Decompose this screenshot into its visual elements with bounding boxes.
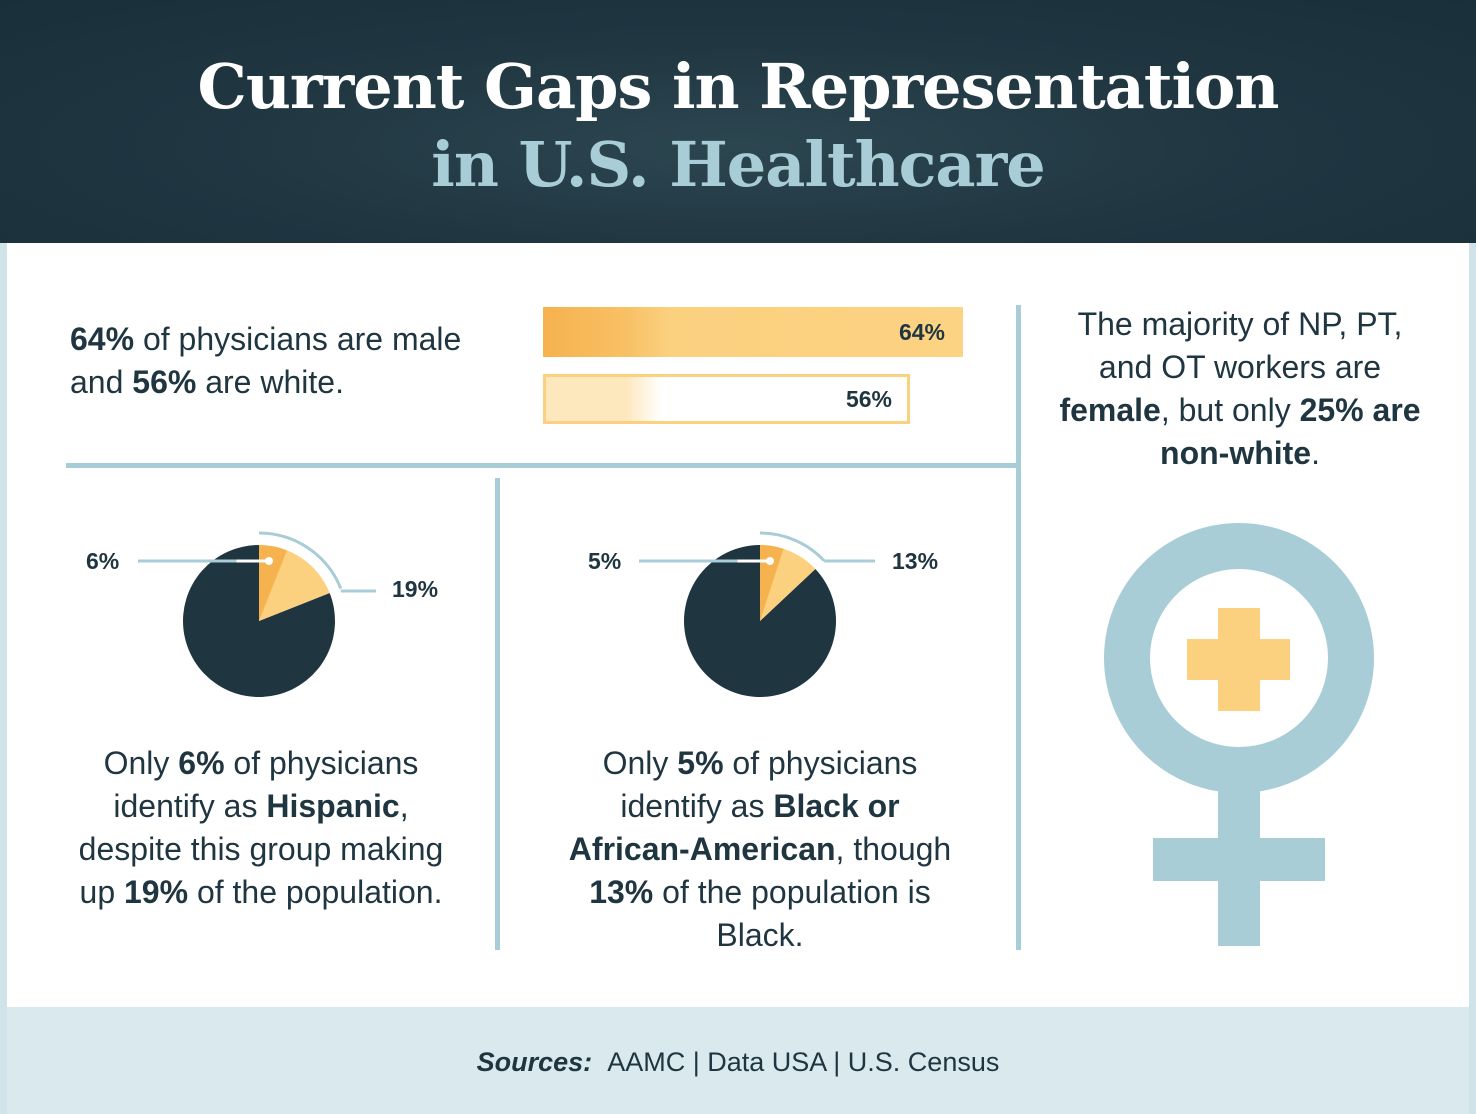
header-banner: Current Gaps in Representation in U.S. H… <box>0 0 1476 243</box>
hispanic-stat-text: Only 6% of physicians identify as Hispan… <box>66 742 456 914</box>
black-pie-chart <box>639 531 875 697</box>
text-segment: of physicians identify as <box>113 745 419 824</box>
page-subtitle: in U.S. Healthcare <box>431 128 1045 201</box>
bar-male-label: 64% <box>898 319 945 345</box>
hispanic-population-label: 19% <box>392 576 439 602</box>
pie-slice-remainder <box>684 545 837 697</box>
pct-male: 64% <box>70 321 135 357</box>
page-title: Current Gaps in Representation <box>197 50 1280 123</box>
text-segment: . <box>1311 435 1320 471</box>
sources-footer: Sources: AAMC | Data USA | U.S. Census <box>7 1007 1469 1114</box>
hispanic-group: Hispanic <box>266 788 400 824</box>
pie-callout-dot <box>265 557 273 565</box>
hispanic-pop-pct: 19% <box>124 874 189 910</box>
pct-white: 56% <box>132 364 197 400</box>
pie-callout-dot <box>766 557 774 565</box>
text-segment: of physicians identify as <box>620 745 918 824</box>
bar-white-label: 56% <box>845 386 892 412</box>
bar-white: 56% <box>543 374 910 424</box>
black-pop-pct: 13% <box>589 874 654 910</box>
text-segment: , despite this group making up <box>78 788 444 910</box>
female-highlight: female <box>1059 392 1161 428</box>
text-segment: of the population. <box>188 874 443 910</box>
text-segment: Only <box>103 745 179 781</box>
female-workers-text: The majority of NP, PT, and OT workers a… <box>1048 303 1432 475</box>
text-segment: of physicians are male and <box>70 321 462 400</box>
hispanic-physicians-label: 6% <box>86 548 120 574</box>
pie-callout-arc <box>258 531 343 590</box>
text-segment: of the population is Black. <box>653 874 931 953</box>
frame-border-left <box>0 243 7 1114</box>
pie-callout-arc <box>759 531 826 562</box>
black-group: Black or African-American <box>568 788 900 867</box>
text-segment: Only <box>602 745 678 781</box>
vertical-divider-right <box>1016 305 1021 950</box>
bar-white-fill <box>543 374 910 424</box>
pie-slice-physicians <box>259 545 287 621</box>
hispanic-pct: 6% <box>178 745 225 781</box>
black-pct: 5% <box>677 745 724 781</box>
medical-cross-horizontal <box>1187 639 1290 680</box>
bar-male: 64% <box>543 307 963 357</box>
sources-line: Sources: AAMC | Data USA | U.S. Census <box>7 1047 1469 1078</box>
sources-list: AAMC | Data USA | U.S. Census <box>607 1047 1000 1077</box>
nonwhite-highlight: 25% are non-white <box>1160 392 1421 471</box>
pie-slice-remainder <box>182 545 335 697</box>
text-segment: , but only <box>1160 392 1300 428</box>
text-segment: , though <box>835 831 952 867</box>
black-physicians-label: 5% <box>588 548 622 574</box>
text-segment: are white. <box>196 364 344 400</box>
pie-slice-physicians <box>760 545 784 621</box>
text-segment: The majority of NP, PT, and OT workers a… <box>1077 306 1403 385</box>
female-symbol-crossbar <box>1153 838 1325 881</box>
horizontal-divider <box>66 463 1020 468</box>
black-population-label: 13% <box>892 548 939 574</box>
sources-label: Sources: <box>476 1047 593 1077</box>
vertical-divider-middle <box>495 478 500 950</box>
bar-male-fill <box>543 307 963 357</box>
black-stat-text: Only 5% of physicians identify as Black … <box>565 742 955 957</box>
physicians-gender-race-text: 64% of physicians are male and 56% are w… <box>70 318 510 404</box>
hispanic-pie-chart <box>138 531 376 697</box>
frame-border-right <box>1469 243 1476 1114</box>
female-symbol-icon <box>1104 523 1374 946</box>
